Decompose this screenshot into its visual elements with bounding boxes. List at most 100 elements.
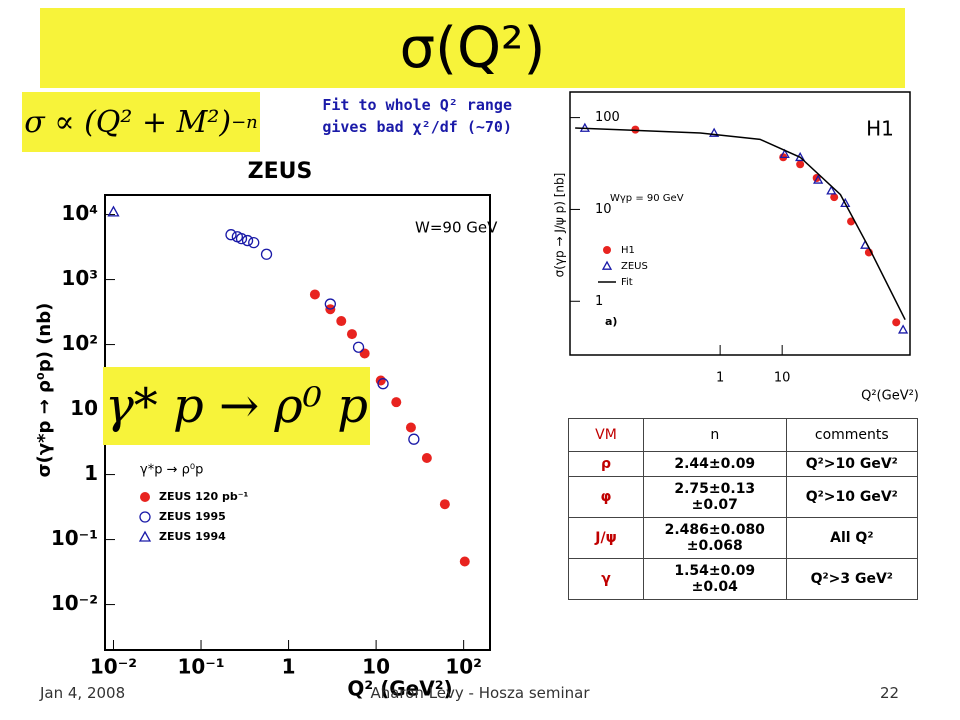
y-tick-label: 10⁻² xyxy=(51,591,98,615)
y-tick-label: 1 xyxy=(84,461,98,485)
chart-title: H1 xyxy=(866,117,894,141)
table-cell: n xyxy=(643,418,787,452)
table-cell: All Q² xyxy=(785,517,919,559)
table-cell: ρ xyxy=(568,451,644,477)
data-point xyxy=(352,341,365,353)
data-point xyxy=(826,185,837,195)
data-point xyxy=(359,348,370,359)
y-tick-label: 10³ xyxy=(61,266,98,290)
table-cell: 1.54±0.09 ±0.04 xyxy=(643,558,787,600)
formula: σ ∝ (Q² + M²) −n xyxy=(22,92,260,152)
chart-subtitle: Wγp = 90 GeV xyxy=(610,193,684,204)
data-point xyxy=(830,193,839,202)
data-point xyxy=(897,324,909,334)
y-tick-label: 1 xyxy=(595,294,603,309)
footer-page: 22 xyxy=(880,684,900,702)
table-cell: 2.486±0.080 ±0.068 xyxy=(643,517,787,559)
data-point xyxy=(813,174,824,184)
legend-label: ZEUS 1994 xyxy=(159,530,226,543)
table-cell: Q²>10 GeV² xyxy=(785,451,919,477)
data-point xyxy=(225,229,237,241)
data-point xyxy=(375,375,386,386)
title: σ(Q²) xyxy=(40,8,905,88)
y-tick-label: 100 xyxy=(595,110,620,125)
y-tick-label: 10 xyxy=(595,202,612,217)
legend-label: ZEUS 120 pb⁻¹ xyxy=(159,490,249,503)
x-tick-label: 10 xyxy=(774,371,791,386)
data-point xyxy=(324,298,336,310)
x-tick-label: 1 xyxy=(282,655,296,679)
x-tick-label: 10⁻² xyxy=(90,655,137,679)
data-point xyxy=(631,125,640,134)
data-point xyxy=(235,233,248,245)
table-cell: VM xyxy=(568,418,644,452)
data-point xyxy=(241,234,254,247)
y-axis-label: σ(γ*p → ρ⁰p) (nb) xyxy=(34,303,55,478)
data-point xyxy=(405,422,416,433)
table-cell: 2.75±0.13 ±0.07 xyxy=(643,476,787,518)
y-tick-label: 10 xyxy=(70,396,98,420)
data-point xyxy=(377,378,389,390)
footer-date: Jan 4, 2008 xyxy=(40,684,126,702)
data-point xyxy=(408,433,420,445)
data-point xyxy=(346,329,357,340)
table-cell: Q²>3 GeV² xyxy=(785,558,919,600)
fit-line xyxy=(575,127,906,321)
data-point xyxy=(309,289,320,300)
data-point xyxy=(107,205,120,217)
legend-marker xyxy=(140,492,150,502)
y-tick-label: 10⁻¹ xyxy=(51,526,98,550)
table-cell: φ xyxy=(568,476,644,518)
legend-title: γ*p → ρ⁰p xyxy=(140,463,203,478)
data-point xyxy=(779,148,790,158)
x-tick-label: 10² xyxy=(445,655,482,679)
panel-label: a) xyxy=(605,315,617,328)
legend-marker xyxy=(603,246,611,254)
table-cell: γ xyxy=(568,558,644,600)
table-row: J/ψ 2.486±0.080 ±0.068 All Q² xyxy=(568,517,919,559)
annotation: Fit to whole Q² range gives bad χ²/df (~7… xyxy=(272,94,512,138)
data-point xyxy=(391,397,402,408)
legend-marker xyxy=(139,511,151,523)
table-row: ρ 2.44±0.09 Q²>10 GeV² xyxy=(568,451,919,477)
legend-label: ZEUS 1995 xyxy=(159,510,226,523)
data-point xyxy=(439,499,450,510)
table-cell: Q²>10 GeV² xyxy=(785,476,919,518)
chart-title: ZEUS xyxy=(248,159,313,184)
legend-label: ZEUS xyxy=(621,261,648,272)
data-point xyxy=(796,160,805,169)
formula-exponent: −n xyxy=(231,111,258,133)
table-cell: comments xyxy=(785,418,919,452)
process-box: γ* p → ρ⁰ p xyxy=(103,367,370,445)
data-point xyxy=(892,318,901,327)
data-point xyxy=(260,248,273,260)
data-point xyxy=(709,127,720,137)
x-tick-label: 10 xyxy=(362,655,390,679)
data-point xyxy=(336,316,347,327)
data-point xyxy=(421,452,432,463)
x-tick-label: 10⁻¹ xyxy=(177,655,224,679)
legend-label: Fit xyxy=(621,277,633,288)
table-row: φ 2.75±0.13 ±0.07 Q²>10 GeV² xyxy=(568,476,919,518)
x-axis-label: Q²(GeV²) xyxy=(861,389,919,404)
table-cell: 2.44±0.09 xyxy=(643,451,787,477)
table: VM n comments ρ 2.44±0.09 Q²>10 GeV² φ 2.75±0.1… xyxy=(568,418,919,600)
y-tick-label: 10⁴ xyxy=(61,201,98,225)
legend-label: H1 xyxy=(621,245,635,256)
legend-marker xyxy=(138,530,152,542)
data-point xyxy=(840,197,851,208)
annotation-line: Fit to whole Q² range xyxy=(322,96,512,114)
annotation-line: gives bad χ²/df (~70) xyxy=(322,118,512,136)
table-row: VM n comments xyxy=(568,418,919,452)
table-cell: J/ψ xyxy=(568,517,644,559)
table-row: γ 1.54±0.09 ±0.04 Q²>3 GeV² xyxy=(568,558,919,600)
footer-author: Aharon Levy - Hosza seminar xyxy=(370,684,590,702)
legend-marker xyxy=(601,260,613,270)
plot-frame xyxy=(569,91,911,356)
data-point xyxy=(248,236,260,249)
x-axis-label: Q² (GeV²) xyxy=(347,677,452,701)
data-point xyxy=(459,556,470,567)
x-tick-label: 1 xyxy=(716,371,724,386)
